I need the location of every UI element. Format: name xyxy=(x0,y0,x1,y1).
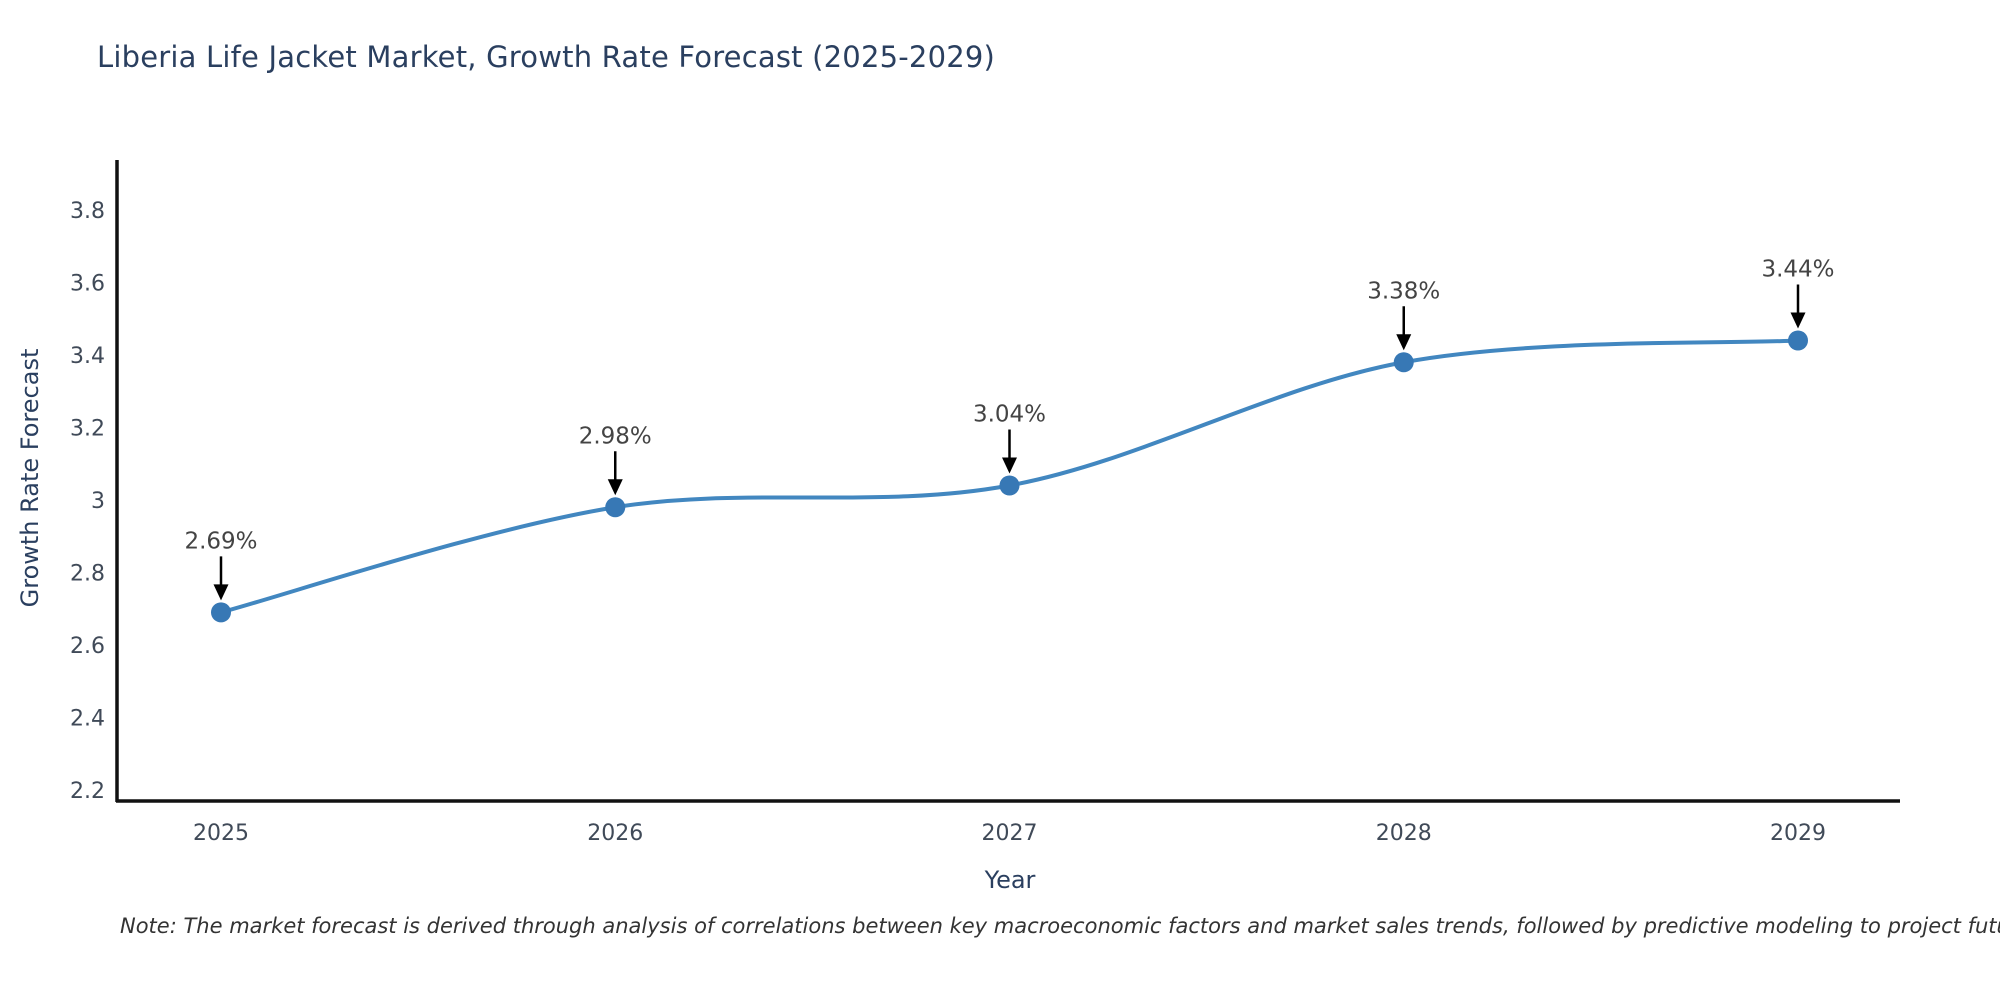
y-tick-label: 2.2 xyxy=(70,779,105,804)
chart-title: Liberia Life Jacket Market, Growth Rate … xyxy=(97,40,996,74)
data-point-marker[interactable] xyxy=(605,497,626,518)
point-value-label: 3.04% xyxy=(973,402,1046,428)
x-tick-label: 2029 xyxy=(1770,821,1826,846)
y-tick-label: 2.6 xyxy=(70,634,105,659)
y-tick-label: 3.4 xyxy=(70,344,105,369)
annotation-arrowhead xyxy=(1790,312,1806,329)
x-tick-label: 2026 xyxy=(587,821,643,846)
point-value-label: 2.69% xyxy=(184,528,257,554)
annotation-arrowhead xyxy=(1396,334,1412,351)
y-axis-title: Growth Rate Forecast xyxy=(16,349,44,608)
point-value-label: 3.38% xyxy=(1367,278,1440,304)
y-tick-label: 3.2 xyxy=(70,417,105,442)
data-point-marker[interactable] xyxy=(999,475,1020,496)
point-value-label: 3.44% xyxy=(1761,257,1834,283)
x-tick-label: 2028 xyxy=(1376,821,1432,846)
y-tick-label: 3.6 xyxy=(70,272,105,297)
y-tick-label: 3.8 xyxy=(70,199,105,224)
y-tick-label: 2.8 xyxy=(70,562,105,587)
data-point-marker[interactable] xyxy=(1788,330,1808,351)
x-tick-label: 2027 xyxy=(982,821,1038,846)
y-tick-label: 2.4 xyxy=(70,707,105,732)
annotation-arrowhead xyxy=(1002,457,1017,474)
annotation-arrowhead xyxy=(213,584,229,601)
footnote: Note: The market forecast is derived thr… xyxy=(120,914,2000,938)
data-point-marker[interactable] xyxy=(211,602,231,623)
data-point-marker[interactable] xyxy=(1393,352,1414,373)
x-axis-title: Year xyxy=(984,866,1036,894)
annotation-arrowhead xyxy=(607,479,623,496)
point-value-label: 2.98% xyxy=(579,423,652,449)
x-tick-label: 2025 xyxy=(193,821,249,846)
y-tick-label: 3 xyxy=(91,489,105,514)
